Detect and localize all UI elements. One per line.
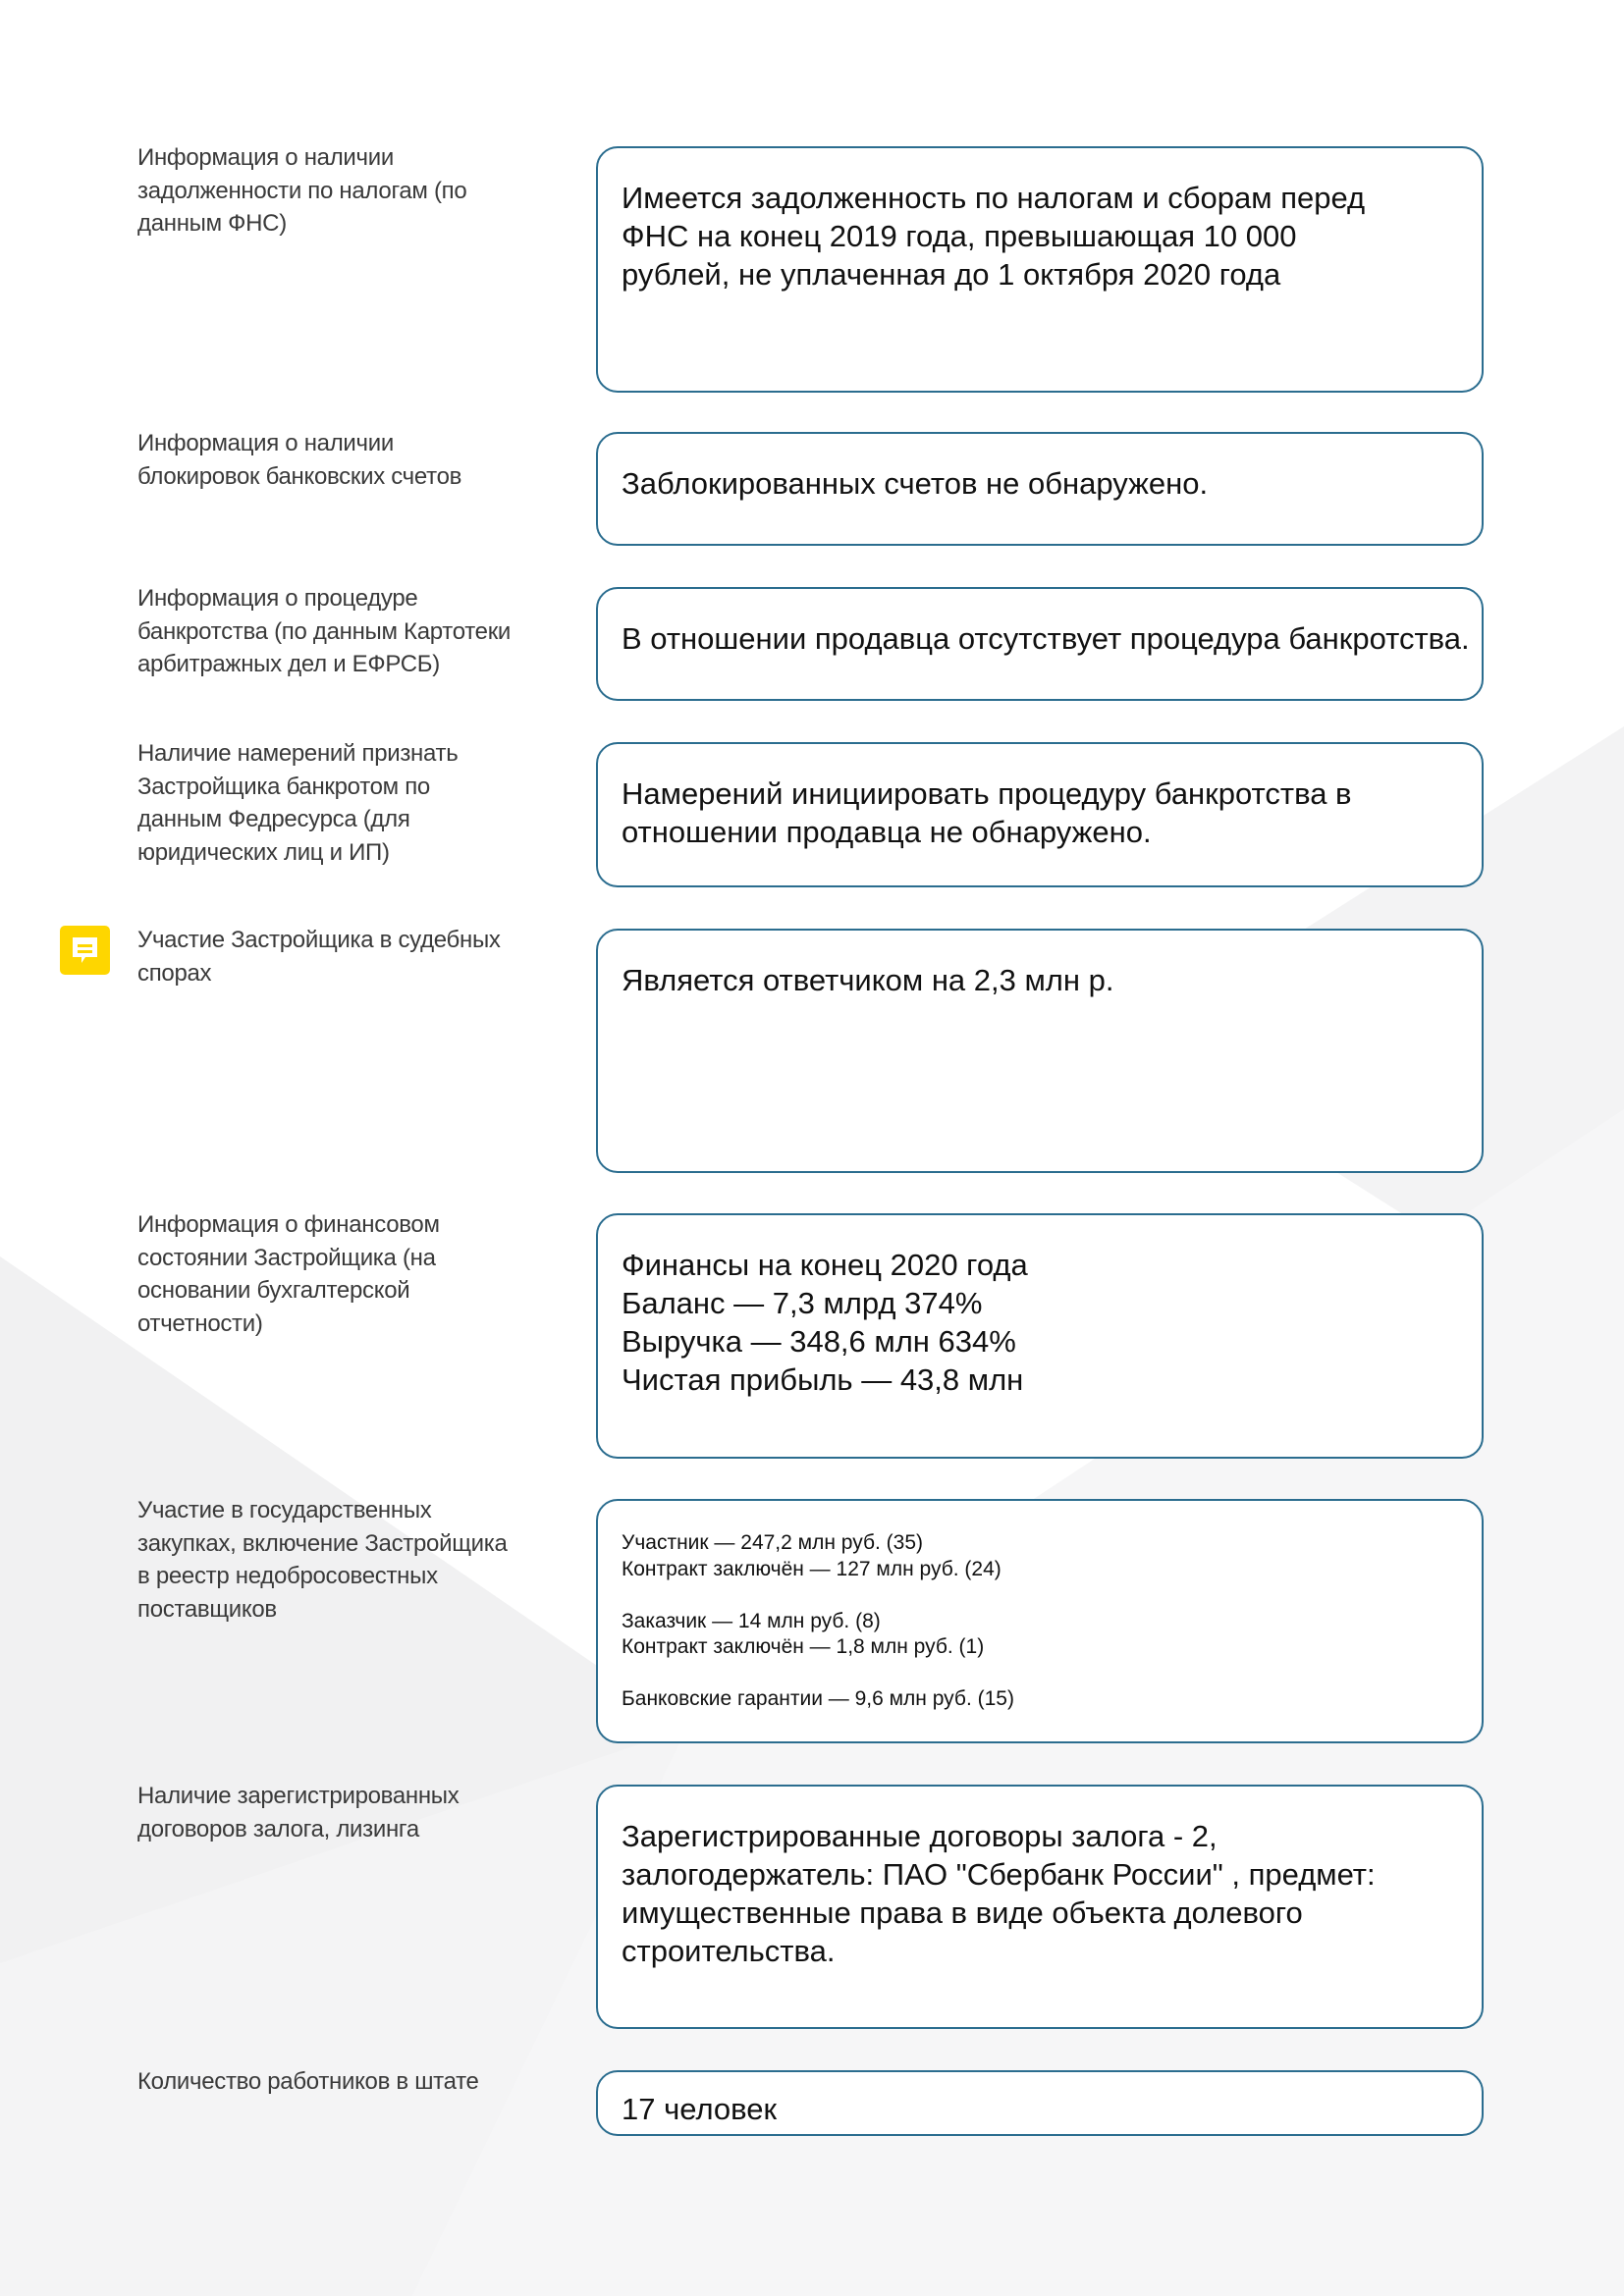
row-label: Количество работников в штате bbox=[137, 2065, 569, 2099]
row-label: Информация о процедуре банкротства (по да… bbox=[137, 582, 569, 681]
value-line: 17 человек bbox=[622, 2092, 778, 2126]
value-box: Зарегистрированные договоры залога - 2, з… bbox=[596, 1785, 1484, 2029]
row-label: Участие Застройщика в судебных спорах bbox=[137, 924, 569, 989]
label-line: Застройщика банкротом по bbox=[137, 773, 430, 800]
label-line: банкротства (по данным Картотеки bbox=[137, 617, 512, 645]
value-line: Контракт заключён — 127 млн руб. (24) bbox=[622, 1557, 1001, 1580]
label-line: основании бухгалтерской bbox=[137, 1277, 410, 1304]
label-line: состоянии Застройщика (на bbox=[137, 1244, 436, 1271]
value-line: Баланс — 7,3 млрд 374% bbox=[622, 1286, 983, 1320]
value-line: отношении продавца не обнаружено. bbox=[622, 815, 1152, 849]
value-line: Чистая прибыль — 43,8 млн bbox=[622, 1362, 1024, 1397]
label-line: договоров залога, лизинга bbox=[137, 1815, 419, 1842]
value-line: В отношении продавца отсутствует процеду… bbox=[622, 621, 1470, 656]
value-line: Является ответчиком на 2,3 млн р. bbox=[622, 963, 1114, 997]
value-box: Намерений инициировать процедуру банкрот… bbox=[596, 742, 1484, 887]
value-line: Имеется задолженность по налогам и сбора… bbox=[622, 181, 1366, 215]
value-line: Заказчик — 14 млн руб. (8) bbox=[622, 1609, 881, 1632]
label-line: арбитражных дел и ЕФРСБ) bbox=[137, 651, 440, 677]
value-line bbox=[622, 1661, 1458, 1687]
value-line: Заблокированных счетов не обнаружено. bbox=[622, 466, 1209, 501]
label-line: Количество работников в штате bbox=[137, 2068, 479, 2095]
value-box: В отношении продавца отсутствует процеду… bbox=[596, 587, 1484, 701]
row-label: Информация о финансовом состоянии Застрой… bbox=[137, 1208, 569, 1340]
value-line: строительства. bbox=[622, 1934, 836, 1968]
value-box: Имеется задолженность по налогам и сбора… bbox=[596, 146, 1484, 393]
label-line: Наличие зарегистрированных bbox=[137, 1783, 460, 1809]
value-line: Выручка — 348,6 млн 634% bbox=[622, 1324, 1016, 1359]
value-line: рублей, не уплаченная до 1 октября 2020 … bbox=[622, 257, 1281, 292]
label-line: поставщиков bbox=[137, 1595, 277, 1623]
value-line bbox=[622, 1582, 1458, 1609]
value-line: Намерений инициировать процедуру банкрот… bbox=[622, 776, 1352, 811]
label-line: Информация о наличии bbox=[137, 430, 394, 456]
label-line: данным ФНС) bbox=[137, 210, 287, 237]
label-line: спорах bbox=[137, 959, 212, 987]
label-line: Участие Застройщика в судебных bbox=[137, 927, 501, 953]
value-line: Участник — 247,2 млн руб. (35) bbox=[622, 1531, 923, 1554]
label-line: закупках, включение Застройщика bbox=[137, 1529, 508, 1557]
label-line: Информация о наличии bbox=[137, 144, 394, 171]
value-box: Является ответчиком на 2,3 млн р. bbox=[596, 929, 1484, 1173]
value-line: Контракт заключён — 1,8 млн руб. (1) bbox=[622, 1635, 985, 1658]
label-line: Информация о процедуре bbox=[137, 585, 418, 612]
value-box: 17 человек bbox=[596, 2070, 1484, 2136]
value-box: Участник — 247,2 млн руб. (35) Контракт з… bbox=[596, 1499, 1484, 1743]
comment-note-icon[interactable] bbox=[60, 926, 110, 975]
label-line: Участие в государственных bbox=[137, 1497, 432, 1523]
value-box: Заблокированных счетов не обнаружено. bbox=[596, 432, 1484, 546]
label-line: данным Федресурса (для bbox=[137, 806, 410, 832]
value-line: Банковские гарантии — 9,6 млн руб. (15) bbox=[622, 1687, 1014, 1710]
label-line: в реестр недобросовестных bbox=[137, 1563, 438, 1589]
value-line: имущественные права в виде объекта долев… bbox=[622, 1896, 1303, 1930]
label-line: блокировок банковских счетов bbox=[137, 462, 462, 490]
row-label: Наличие намерений признать Застройщика ба… bbox=[137, 737, 569, 869]
label-line: юридических лиц и ИП) bbox=[137, 838, 390, 866]
label-line: задолженности по налогам (по bbox=[137, 177, 467, 204]
value-line: Зарегистрированные договоры залога - 2, bbox=[622, 1819, 1218, 1853]
value-line: залогодержатель: ПАО "Сбербанк России" ,… bbox=[622, 1857, 1376, 1892]
row-label: Информация о наличии блокировок банковски… bbox=[137, 427, 569, 493]
label-line: Информация о финансовом bbox=[137, 1211, 440, 1238]
value-line: ФНС на конец 2019 года, превышающая 10 0… bbox=[622, 219, 1297, 253]
row-label: Информация о наличии задолженности по нал… bbox=[137, 141, 569, 240]
value-box: Финансы на конец 2020 года Баланс — 7,3 м… bbox=[596, 1213, 1484, 1459]
label-line: Наличие намерений признать bbox=[137, 740, 459, 767]
row-label: Участие в государственных закупках, включ… bbox=[137, 1494, 569, 1626]
row-label: Наличие зарегистрированных договоров зало… bbox=[137, 1780, 569, 1845]
label-line: отчетности) bbox=[137, 1309, 263, 1337]
value-line: Финансы на конец 2020 года bbox=[622, 1248, 1028, 1282]
